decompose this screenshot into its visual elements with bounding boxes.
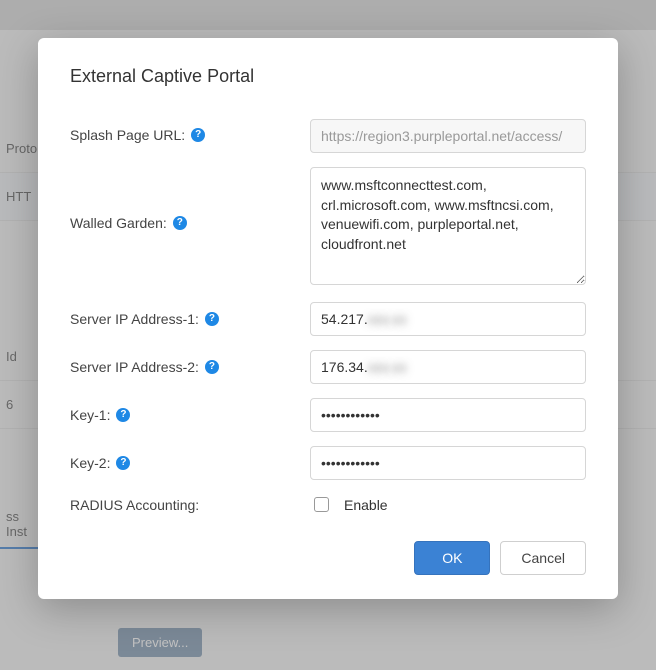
radius-accounting-checkbox[interactable]: [314, 497, 329, 512]
label-key-2-text: Key-2:: [70, 455, 110, 471]
label-key-2: Key-2: ?: [70, 455, 310, 471]
enable-label: Enable: [344, 497, 388, 513]
splash-url-input[interactable]: [310, 119, 586, 153]
label-walled-garden-text: Walled Garden:: [70, 215, 167, 231]
label-server-ip-1: Server IP Address-1: ?: [70, 311, 310, 327]
label-server-ip-2: Server IP Address-2: ?: [70, 359, 310, 375]
external-captive-portal-modal: External Captive Portal Splash Page URL:…: [38, 38, 618, 599]
key-2-input[interactable]: [310, 446, 586, 480]
label-server-ip-2-text: Server IP Address-2:: [70, 359, 199, 375]
key-1-input[interactable]: [310, 398, 586, 432]
modal-footer: OK Cancel: [70, 541, 586, 575]
label-radius-accounting: RADIUS Accounting:: [70, 497, 310, 513]
help-icon[interactable]: ?: [116, 456, 130, 470]
label-splash-url-text: Splash Page URL:: [70, 127, 185, 143]
label-server-ip-1-text: Server IP Address-1:: [70, 311, 199, 327]
server-ip-1-input[interactable]: [310, 302, 586, 336]
label-walled-garden: Walled Garden: ?: [70, 167, 310, 231]
help-icon[interactable]: ?: [205, 312, 219, 326]
label-key-1-text: Key-1:: [70, 407, 110, 423]
help-icon[interactable]: ?: [205, 360, 219, 374]
cancel-button[interactable]: Cancel: [500, 541, 586, 575]
help-icon[interactable]: ?: [173, 216, 187, 230]
modal-title: External Captive Portal: [70, 66, 586, 87]
label-radius-accounting-text: RADIUS Accounting:: [70, 497, 199, 513]
label-key-1: Key-1: ?: [70, 407, 310, 423]
walled-garden-textarea[interactable]: www.msftconnecttest.com, crl.microsoft.c…: [310, 167, 586, 285]
ok-button[interactable]: OK: [414, 541, 490, 575]
help-icon[interactable]: ?: [191, 128, 205, 142]
server-ip-2-input[interactable]: [310, 350, 586, 384]
help-icon[interactable]: ?: [116, 408, 130, 422]
label-splash-url: Splash Page URL: ?: [70, 119, 310, 143]
